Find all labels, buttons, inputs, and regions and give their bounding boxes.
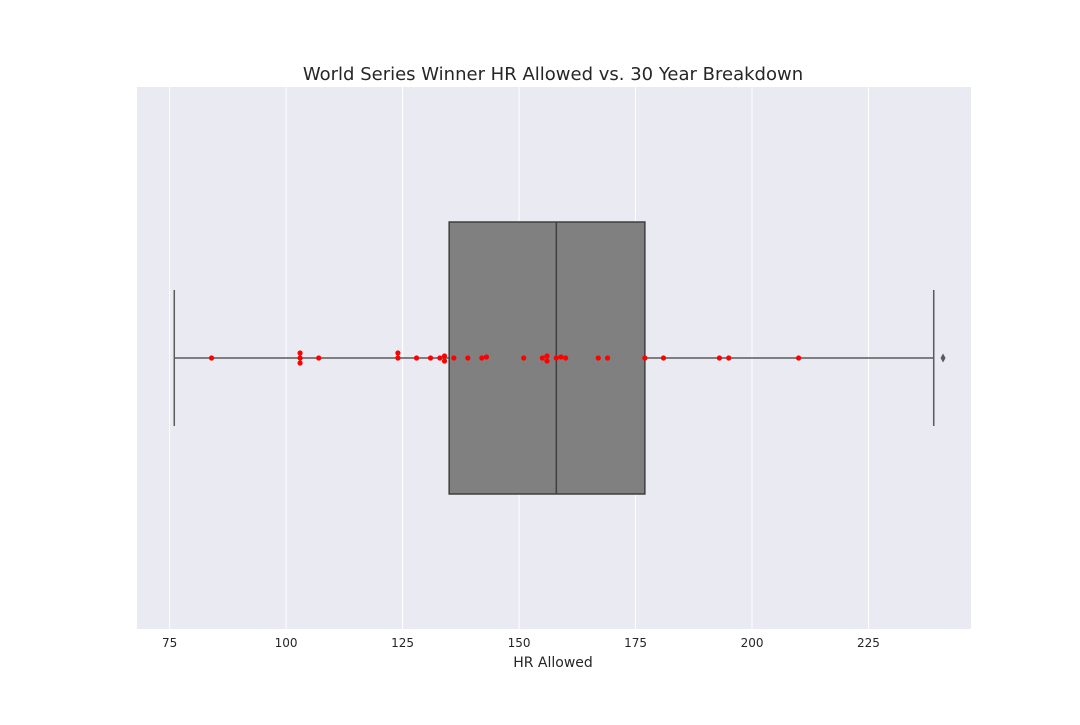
x-tick-label: 75	[162, 636, 177, 650]
data-point	[316, 355, 322, 361]
data-point	[604, 355, 611, 361]
data-point	[208, 355, 215, 361]
data-point	[539, 355, 545, 361]
data-point	[451, 355, 457, 361]
data-point	[413, 355, 420, 361]
x-tick-label: 100	[275, 636, 298, 650]
x-tick-label: 200	[741, 636, 764, 650]
data-point	[521, 355, 527, 361]
data-point	[437, 355, 443, 361]
data-point	[297, 355, 303, 361]
data-point	[544, 358, 550, 364]
data-point	[465, 355, 471, 361]
x-axis-label: HR Allowed	[513, 655, 593, 671]
data-point	[660, 355, 667, 361]
chart-title: World Series Winner HR Allowed vs. 30 Ye…	[303, 64, 803, 85]
data-point	[796, 355, 802, 361]
data-point	[553, 355, 559, 361]
x-tick-label: 225	[857, 636, 880, 650]
data-point	[427, 355, 434, 361]
x-tick-label: 175	[624, 636, 647, 650]
data-point	[726, 355, 732, 361]
data-point	[558, 354, 564, 360]
data-point	[395, 350, 401, 356]
data-point	[595, 355, 601, 361]
x-tick-label: 125	[391, 636, 414, 650]
data-point	[642, 355, 648, 361]
data-points	[208, 350, 802, 366]
outlier-point	[940, 353, 946, 363]
data-point	[441, 353, 448, 359]
data-point	[297, 350, 303, 356]
data-point	[563, 355, 569, 361]
data-point	[544, 353, 550, 359]
data-point	[479, 355, 485, 361]
x-axis-ticks: 75 100 125 150 175 200 225	[162, 636, 880, 650]
data-point	[395, 355, 401, 361]
data-point	[483, 354, 490, 360]
data-point	[297, 360, 303, 366]
x-tick-label: 150	[508, 636, 531, 650]
data-point	[716, 355, 723, 361]
data-point	[441, 358, 448, 364]
